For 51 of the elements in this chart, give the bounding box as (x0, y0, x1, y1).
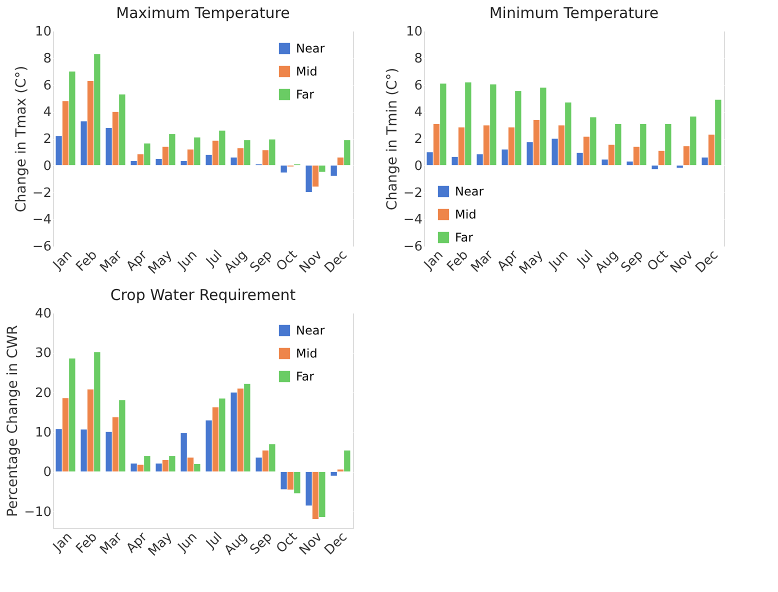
x-tick-label: Dec (693, 248, 722, 276)
legend-label: Far (455, 230, 474, 244)
y-tick-label: 8 (414, 51, 422, 66)
y-tick-label: 4 (414, 105, 422, 120)
y-axis-title: Change in Tmin (C°) (384, 68, 400, 210)
y-tick-label: 10 (34, 426, 52, 441)
chart-title: Minimum Temperature (489, 4, 659, 22)
y-tick-label: 40 (34, 306, 52, 322)
y-tick-label: 2 (414, 132, 422, 147)
legend-label: Near (296, 42, 325, 56)
x-tick-label: Jun (546, 248, 572, 274)
x-tick-label: Jan (50, 530, 76, 556)
y-tick-label: 20 (34, 386, 52, 401)
y-tick-label: 0 (43, 158, 52, 174)
legend-label: Mid (296, 64, 318, 78)
x-tick-label: Dec (322, 248, 350, 276)
y-tick-label: 10 (406, 24, 422, 40)
legend-label: Near (455, 184, 484, 198)
y-tick-label: 4 (43, 105, 52, 120)
x-tick-label: Jun (174, 530, 200, 556)
x-tick-label: Oct (274, 248, 300, 274)
chart-title: Crop Water Requirement (110, 286, 296, 304)
y-tick-label: 8 (43, 51, 52, 66)
legend-label: Mid (296, 346, 318, 360)
y-axis-title: Change in Tmax (C°) (13, 66, 30, 212)
chart-title: Maximum Temperature (116, 4, 290, 22)
y-tick-label: 30 (34, 346, 52, 362)
y-tick-label: −6 (403, 240, 422, 254)
legend-label: Mid (455, 208, 476, 222)
x-tick-label: Jun (174, 248, 200, 274)
y-axis-title: Percentage Change in CWR (5, 324, 22, 517)
y-tick-label: 6 (43, 78, 52, 94)
y-tick-label: −10 (24, 504, 52, 520)
y-tick-label: −2 (403, 186, 422, 201)
x-tick-label: Dec (322, 530, 350, 558)
x-tick-label: Oct (644, 248, 672, 274)
x-tick-label: Jan (50, 248, 76, 274)
y-tick-label: 0 (43, 465, 52, 480)
x-tick-label: Oct (274, 530, 300, 556)
legend-label: Near (296, 324, 325, 338)
y-tick-label: 6 (414, 78, 422, 94)
y-tick-label: 2 (43, 132, 52, 147)
y-tick-label: −2 (32, 186, 52, 201)
y-tick-label: −4 (403, 212, 422, 228)
y-tick-label: −4 (32, 212, 52, 228)
legend-label: Far (296, 88, 314, 102)
x-tick-label: Jan (420, 248, 446, 274)
legend-label: Far (296, 370, 314, 384)
y-tick-label: −6 (32, 240, 52, 254)
y-tick-label: 0 (414, 158, 422, 174)
y-tick-label: 10 (34, 24, 52, 40)
